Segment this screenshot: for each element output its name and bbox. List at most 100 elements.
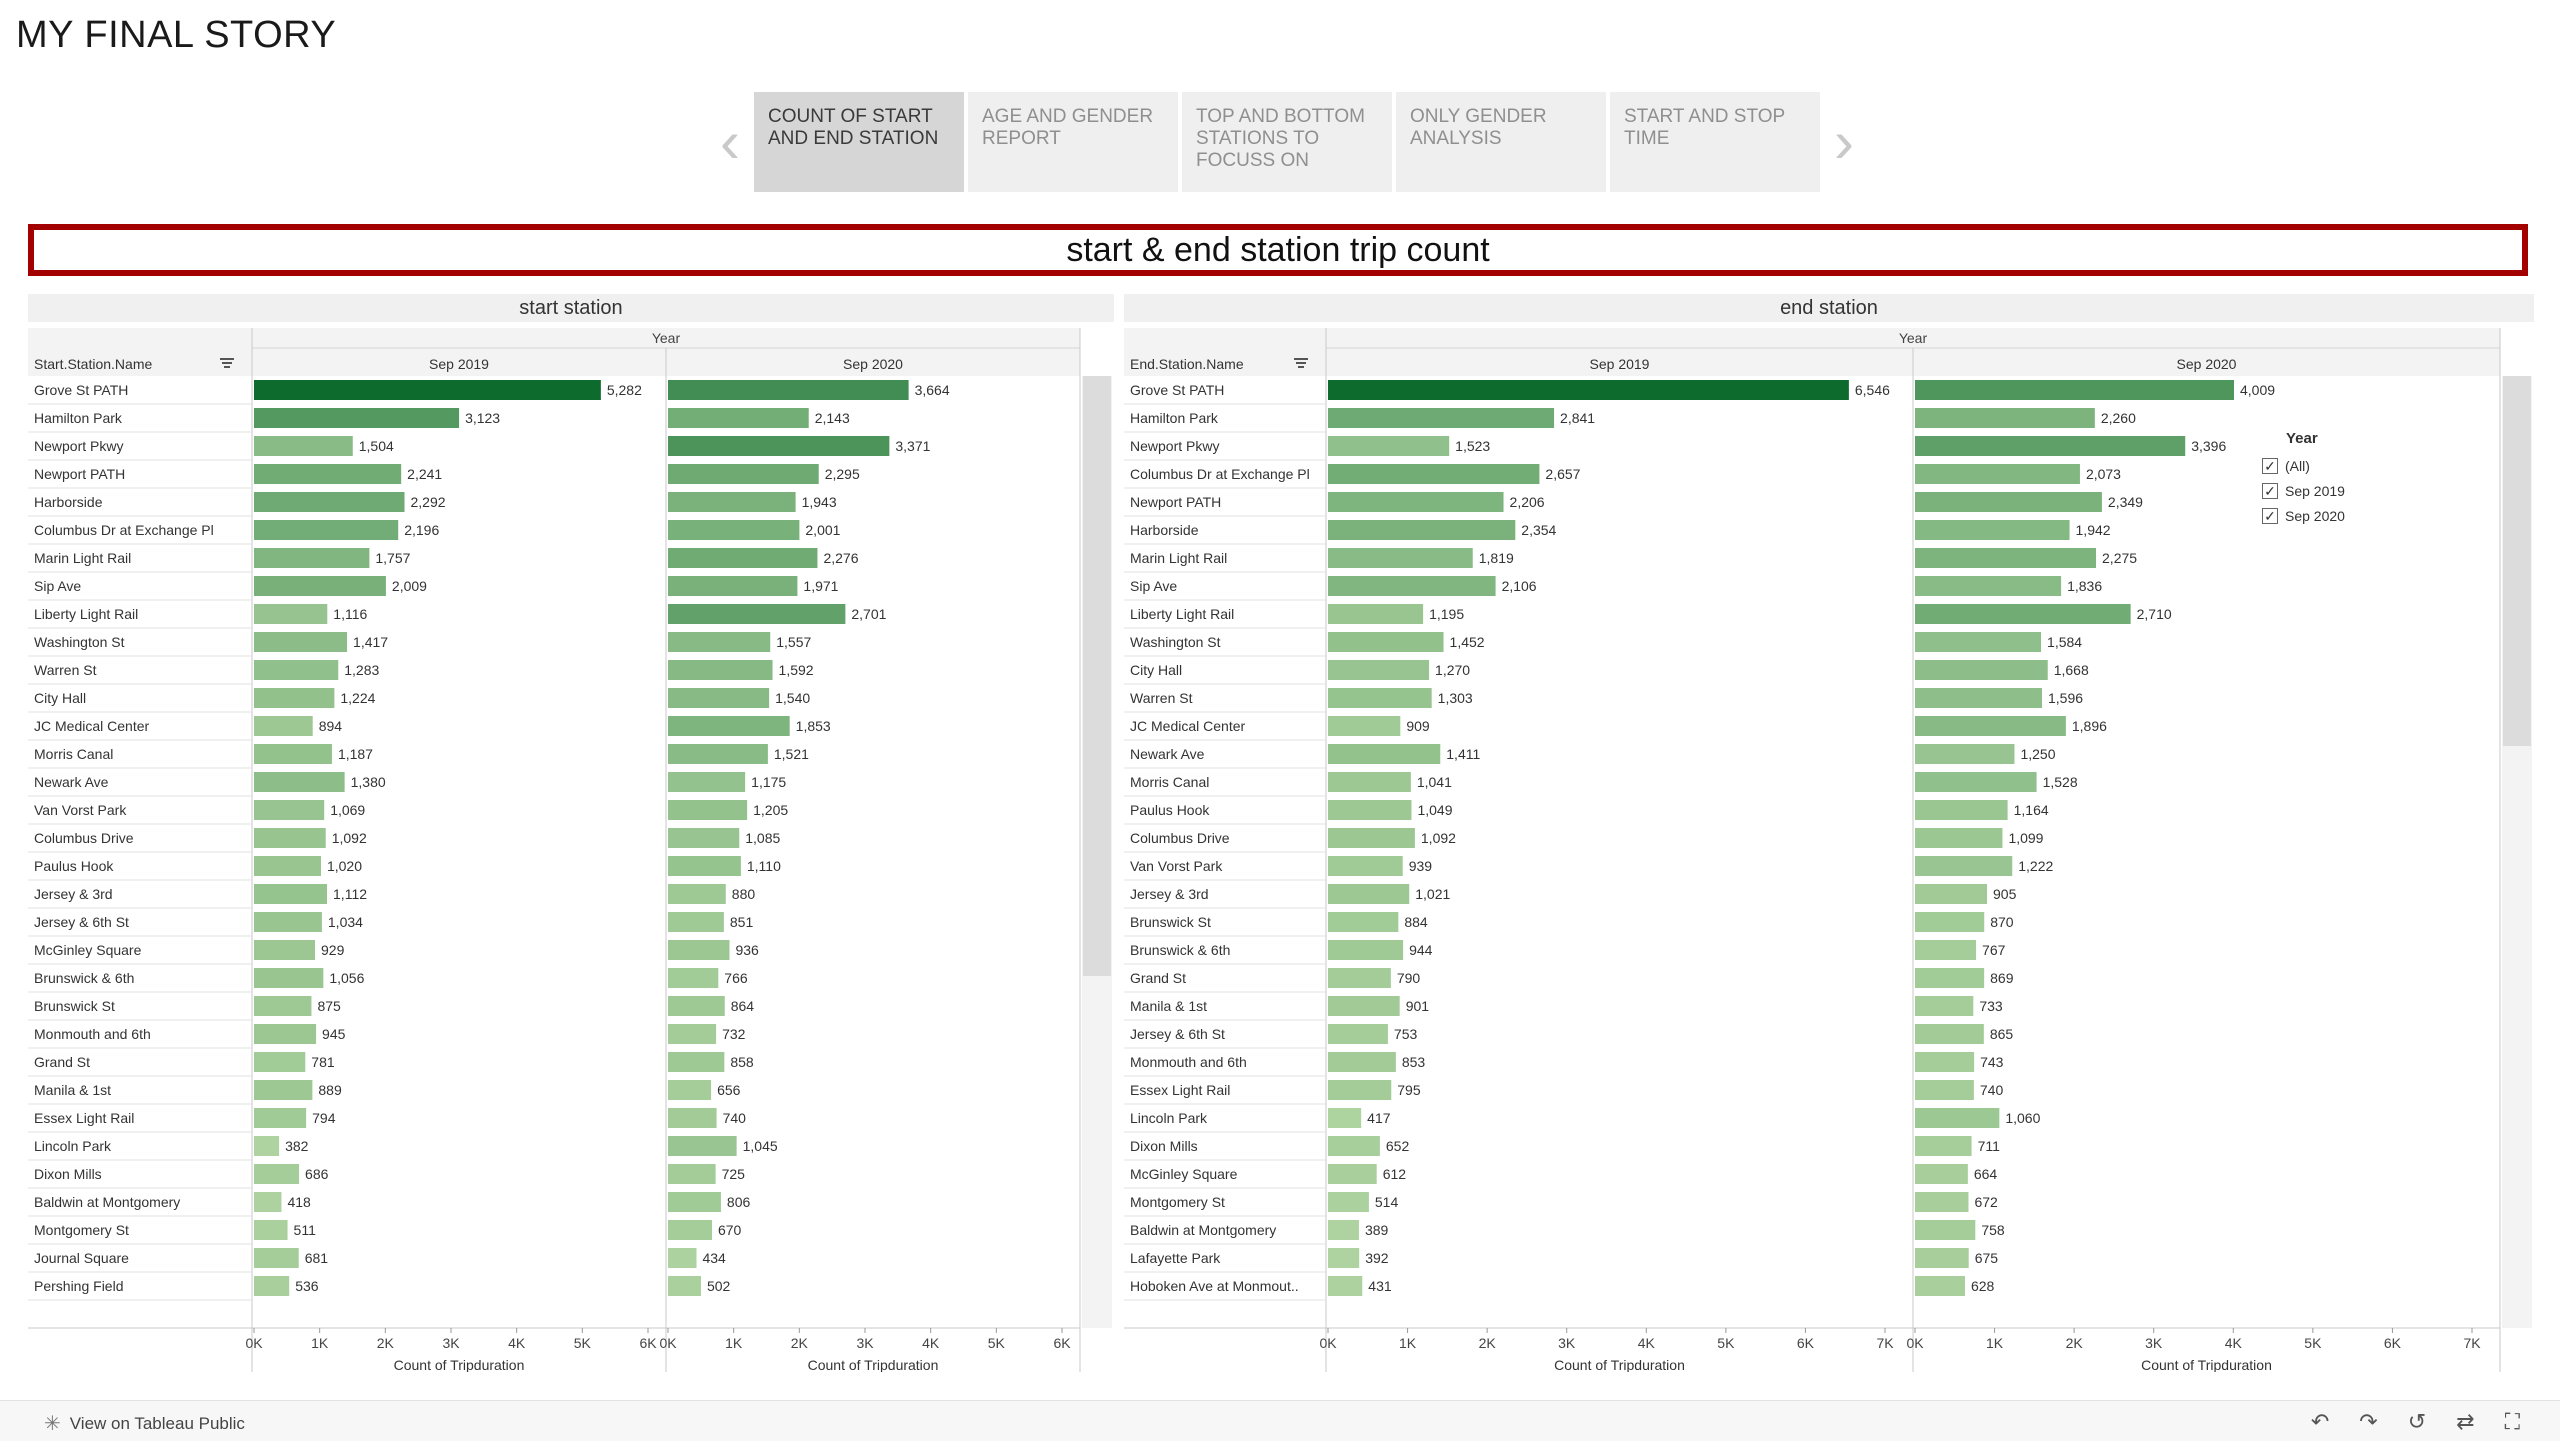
bar-value-label: 389 bbox=[1365, 1222, 1389, 1238]
scrollbar-thumb[interactable] bbox=[2503, 376, 2531, 746]
bar bbox=[1915, 856, 2013, 876]
station-label: Warren St bbox=[1130, 690, 1193, 706]
bar bbox=[1915, 1024, 1984, 1044]
bar bbox=[254, 660, 339, 680]
share-icon[interactable]: ⇄ bbox=[2456, 1409, 2475, 1434]
sort-icon[interactable] bbox=[220, 358, 234, 368]
bar bbox=[668, 1136, 737, 1156]
bar bbox=[1915, 604, 2131, 624]
x-tick-label: 5K bbox=[2304, 1335, 2322, 1351]
chevron-left-icon[interactable]: ‹ bbox=[720, 108, 740, 175]
station-label: Monmouth and 6th bbox=[1130, 1054, 1247, 1070]
dashboard-title: start & end station trip count bbox=[28, 224, 2528, 276]
checkbox-checked-icon[interactable]: ✓ bbox=[2262, 507, 2278, 524]
x-tick-label: 1K bbox=[1399, 1335, 1417, 1351]
view-on-tableau-public-link[interactable]: ✳ View on Tableau Public bbox=[44, 1411, 245, 1436]
bar-value-label: 672 bbox=[1974, 1194, 1998, 1210]
bar-value-label: 664 bbox=[1974, 1166, 1998, 1182]
row-header-label: End.Station.Name bbox=[1130, 356, 1244, 372]
bar-value-label: 1,187 bbox=[338, 746, 373, 762]
bar-value-label: 628 bbox=[1971, 1278, 1995, 1294]
station-label: Newport Pkwy bbox=[1130, 438, 1219, 454]
x-tick-label: 2K bbox=[2066, 1335, 2084, 1351]
station-label: Columbus Dr at Exchange Pl bbox=[1130, 466, 1310, 482]
bar bbox=[254, 884, 328, 904]
bar-value-label: 758 bbox=[1981, 1222, 2005, 1238]
toolbar-icons: ↶ ↷ ↺ ⇄ ⛶ bbox=[2311, 1409, 2520, 1435]
bar bbox=[254, 772, 345, 792]
bar-value-label: 2,710 bbox=[2137, 606, 2172, 622]
redo-icon[interactable]: ↷ bbox=[2359, 1409, 2378, 1434]
story-title: MY FINAL STORY bbox=[16, 14, 337, 56]
filter-item-label: Sep 2019 bbox=[2285, 482, 2345, 499]
story-point-count-start-end[interactable]: COUNT OF START AND END STATION bbox=[754, 92, 964, 192]
filter-item-all[interactable]: ✓ (All) bbox=[2262, 453, 2345, 478]
station-label: Lafayette Park bbox=[1130, 1250, 1221, 1266]
bar-value-label: 1,195 bbox=[1429, 606, 1464, 622]
station-label: Sip Ave bbox=[34, 578, 81, 594]
bar bbox=[254, 940, 316, 960]
station-label: Liberty Light Rail bbox=[1130, 606, 1234, 622]
scrollbar-thumb[interactable] bbox=[1083, 376, 1111, 976]
story-point-top-bottom[interactable]: TOP AND BOTTOM STATIONS TO FOCUSS ON bbox=[1182, 92, 1392, 192]
bar bbox=[1328, 576, 1496, 596]
station-label: Marin Light Rail bbox=[1130, 550, 1227, 566]
bar-value-label: 6,546 bbox=[1855, 382, 1890, 398]
station-label: Newark Ave bbox=[1130, 746, 1205, 762]
series-header-label: Sep 2020 bbox=[2177, 356, 2237, 372]
filter-item-sep-2020[interactable]: ✓ Sep 2020 bbox=[2262, 503, 2345, 528]
station-label: Grove St PATH bbox=[34, 382, 128, 398]
station-label: Newark Ave bbox=[34, 774, 109, 790]
bar-value-label: 740 bbox=[1980, 1082, 2004, 1098]
station-label: Essex Light Rail bbox=[34, 1110, 134, 1126]
bar-value-label: 909 bbox=[1406, 718, 1430, 734]
bar bbox=[1328, 520, 1516, 540]
station-label: City Hall bbox=[34, 690, 86, 706]
story-point-start-stop-time[interactable]: START AND STOP TIME bbox=[1610, 92, 1820, 192]
bar bbox=[1915, 968, 1985, 988]
bar-value-label: 766 bbox=[724, 970, 748, 986]
bar bbox=[1915, 520, 2070, 540]
filter-item-label: Sep 2020 bbox=[2285, 507, 2345, 524]
bar-value-label: 417 bbox=[1367, 1110, 1391, 1126]
bar-value-label: 1,943 bbox=[802, 494, 837, 510]
bar-value-label: 514 bbox=[1375, 1194, 1399, 1210]
checkbox-checked-icon[interactable]: ✓ bbox=[2262, 457, 2278, 474]
bar bbox=[668, 520, 800, 540]
station-label: Paulus Hook bbox=[1130, 802, 1210, 818]
chevron-right-icon[interactable]: › bbox=[1834, 108, 1854, 175]
bar-value-label: 1,942 bbox=[2076, 522, 2111, 538]
bar bbox=[254, 828, 326, 848]
bar-value-label: 4,009 bbox=[2240, 382, 2275, 398]
bar bbox=[1328, 828, 1415, 848]
bar-value-label: 392 bbox=[1365, 1250, 1389, 1266]
station-label: JC Medical Center bbox=[1130, 718, 1245, 734]
bar-value-label: 1,175 bbox=[751, 774, 786, 790]
filter-item-sep-2019[interactable]: ✓ Sep 2019 bbox=[2262, 478, 2345, 503]
bar-value-label: 3,664 bbox=[915, 382, 950, 398]
story-point-age-gender[interactable]: AGE AND GENDER REPORT bbox=[968, 92, 1178, 192]
bar bbox=[254, 968, 324, 988]
bar bbox=[668, 1164, 716, 1184]
bar-value-label: 2,657 bbox=[1545, 466, 1580, 482]
x-tick-label: 0K bbox=[1319, 1335, 1337, 1351]
bar-value-label: 732 bbox=[722, 1026, 746, 1042]
undo-icon[interactable]: ↶ bbox=[2310, 1409, 2330, 1434]
revert-icon[interactable]: ↺ bbox=[2407, 1409, 2427, 1434]
bar bbox=[1328, 688, 1432, 708]
sort-icon[interactable] bbox=[1294, 358, 1308, 368]
x-tick-label: 3K bbox=[856, 1335, 874, 1351]
story-point-gender[interactable]: ONLY GENDER ANALYSIS bbox=[1396, 92, 1606, 192]
x-tick-label: 1K bbox=[1986, 1335, 2004, 1351]
bar bbox=[1915, 996, 1974, 1016]
station-label: Jersey & 6th St bbox=[34, 914, 129, 930]
bar-value-label: 1,021 bbox=[1415, 886, 1450, 902]
station-label: Liberty Light Rail bbox=[34, 606, 138, 622]
checkbox-checked-icon[interactable]: ✓ bbox=[2262, 482, 2278, 499]
fullscreen-icon[interactable]: ⛶ bbox=[2504, 1409, 2520, 1434]
station-label: Newport PATH bbox=[34, 466, 125, 482]
bar-value-label: 851 bbox=[730, 914, 754, 930]
station-label: McGinley Square bbox=[1130, 1166, 1238, 1182]
bar-value-label: 1,417 bbox=[353, 634, 388, 650]
bar bbox=[668, 688, 770, 708]
